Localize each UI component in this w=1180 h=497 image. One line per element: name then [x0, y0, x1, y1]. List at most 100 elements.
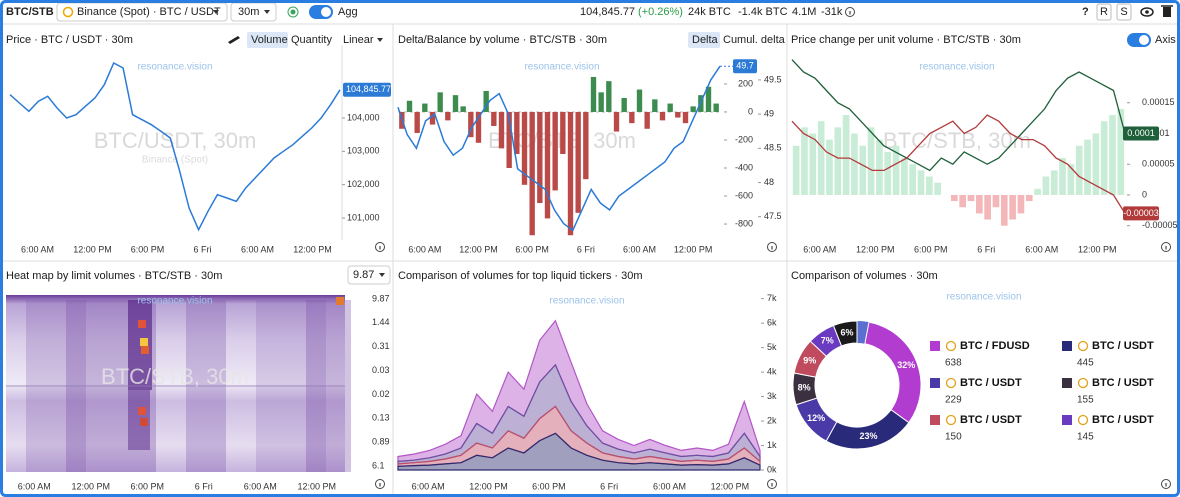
delta-bar — [414, 111, 420, 133]
slice-label: 9% — [803, 355, 816, 365]
x-tick-label: 12:00 PM — [469, 481, 508, 491]
volume-button-label[interactable]: Volume — [251, 34, 288, 46]
legend-value: 155 — [1077, 395, 1094, 406]
ratio-bar — [1117, 108, 1125, 195]
threshold-select[interactable] — [347, 265, 391, 285]
header-button-label[interactable]: S — [1120, 6, 1127, 18]
scale-label: 1.44 — [372, 317, 390, 327]
legend-swatch — [1062, 415, 1072, 425]
price: 104,845.77 — [580, 6, 635, 18]
x-tick-label: 12:00 PM — [856, 244, 895, 254]
delta-bar — [498, 111, 505, 149]
ratio-bar — [834, 127, 842, 195]
watermark: resonance.vision — [549, 296, 624, 307]
caret — [213, 10, 219, 14]
ratio-line — [791, 114, 1126, 214]
ratio-bar — [1092, 133, 1100, 195]
delta-bar — [552, 111, 558, 191]
y-tick-label: 102,000 — [347, 179, 380, 189]
delta-bar — [598, 92, 604, 112]
legend-swatch — [930, 378, 940, 388]
price-change: (+0.26%) — [638, 6, 683, 18]
ratio-bar — [1100, 121, 1108, 195]
delta-bar — [452, 95, 459, 112]
info-icon[interactable] — [375, 242, 385, 252]
y-tick-label: -0.00005 — [1142, 220, 1178, 230]
y-tick-label: 5k — [767, 342, 777, 352]
ratio-bar — [1059, 158, 1066, 195]
delta-bar — [629, 111, 635, 124]
y-tick-label: 0k — [767, 464, 777, 474]
ratio-bar — [792, 145, 800, 195]
volume-button[interactable] — [247, 32, 288, 48]
delta-bar — [475, 111, 482, 143]
slice-label: 8% — [798, 383, 811, 393]
y-tick-label: -600 — [735, 190, 753, 200]
threshold-label[interactable]: 9.87 — [353, 269, 374, 281]
y2-tick-label: 49 — [764, 108, 774, 118]
axis-toggle-label[interactable]: Axis — [1155, 34, 1176, 46]
x-tick-label: 6:00 PM — [515, 244, 549, 254]
ratio-bar — [809, 133, 817, 195]
legend-label: BTC / USDT — [1092, 414, 1154, 426]
ratio-bar — [851, 133, 858, 195]
ratio-bar — [975, 194, 983, 214]
info-icon[interactable] — [767, 479, 777, 489]
scale-select-label[interactable]: Linear — [343, 34, 374, 46]
legend-swatch — [930, 415, 940, 425]
delta-bar — [644, 111, 650, 129]
header-button-label[interactable]: R — [1100, 6, 1108, 18]
delta-bar — [713, 103, 719, 112]
help-button[interactable]: ? — [1082, 6, 1089, 18]
x-tick-label: 6:00 PM — [130, 481, 164, 491]
delta-bar — [445, 111, 451, 121]
delta-button[interactable] — [688, 32, 720, 48]
x-tick-label: 6 Fri — [577, 244, 595, 254]
y-tick-label: 0 — [748, 106, 753, 116]
ratio-bar — [984, 194, 991, 220]
legend-coin-icon — [1077, 414, 1089, 426]
pen-icon[interactable] — [228, 36, 240, 44]
interval-label: 30m — [238, 6, 259, 18]
info-icon[interactable] — [1161, 242, 1171, 252]
info-icon[interactable] — [767, 242, 777, 252]
slice-label: 7% — [821, 336, 834, 346]
header-button[interactable] — [1096, 3, 1112, 21]
legend-label: BTC / USDT — [960, 377, 1022, 389]
delta-button-label[interactable]: Delta — [692, 34, 719, 46]
heatmap-hotspot — [138, 407, 146, 415]
ratio-bar — [867, 127, 875, 195]
x-tick-label: 6 Fri — [977, 244, 995, 254]
header-button[interactable] — [1116, 3, 1132, 21]
last-price-label: 104,845.77 — [346, 84, 391, 94]
x-tick-label: 6 Fri — [194, 244, 212, 254]
info-icon[interactable] — [845, 7, 855, 17]
stat: -31k — [821, 6, 843, 18]
trash-icon[interactable] — [1163, 7, 1171, 17]
x-tick-label: 12:00 PM — [711, 481, 750, 491]
watermark: resonance.vision — [137, 62, 212, 73]
y2-tick-label: 48 — [764, 177, 774, 187]
legend-value: 150 — [945, 432, 962, 443]
quantity-button-label[interactable]: Quantity — [291, 34, 332, 46]
watermark-exchange: Binance (Spot) — [142, 155, 208, 166]
info-icon[interactable] — [1161, 479, 1171, 489]
x-tick-label: 6:00 AM — [18, 481, 51, 491]
heatmap-hotspot — [138, 320, 146, 328]
x-tick-label: 6:00 AM — [1025, 244, 1058, 254]
x-tick-label: 6:00 AM — [412, 481, 445, 491]
last-value-box — [1123, 206, 1159, 221]
legend-value: 445 — [1077, 358, 1094, 369]
ratio-bar — [1067, 164, 1075, 195]
scale-label: 9.87 — [372, 293, 390, 303]
eye-icon[interactable] — [1140, 7, 1154, 17]
delta-bar — [544, 111, 551, 219]
y-tick-label: 4k — [767, 366, 777, 376]
info-icon[interactable] — [375, 479, 385, 489]
watermark: resonance.vision — [524, 62, 599, 73]
y-tick-label: 6k — [767, 318, 777, 328]
cumul-delta-button-label[interactable]: Cumul. delta — [723, 34, 786, 46]
delta-bar — [567, 111, 574, 236]
y2-tick-label: 48.5 — [764, 143, 782, 153]
